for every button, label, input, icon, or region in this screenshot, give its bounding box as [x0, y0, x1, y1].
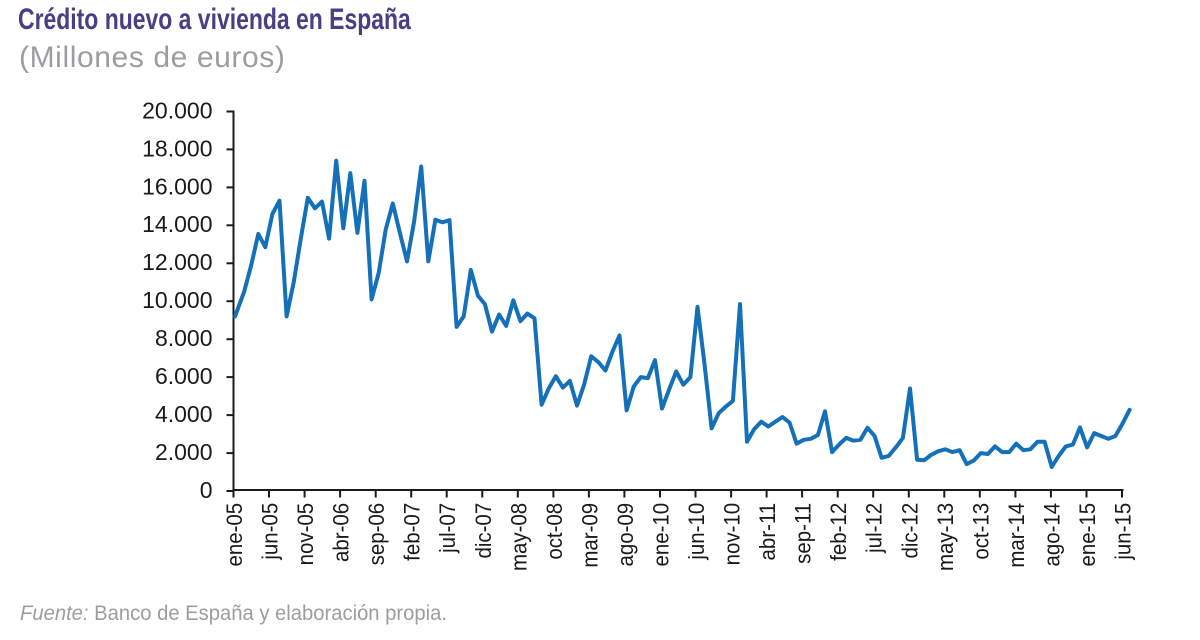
svg-text:jun-15: jun-15 — [1111, 503, 1136, 561]
svg-text:jul-07: jul-07 — [435, 503, 460, 554]
svg-text:sep-06: sep-06 — [364, 503, 389, 566]
svg-text:6.000: 6.000 — [155, 363, 213, 389]
svg-text:jun-05: jun-05 — [258, 503, 283, 561]
svg-text:20.000: 20.000 — [142, 97, 212, 123]
svg-text:16.000: 16.000 — [142, 173, 212, 199]
svg-text:8.000: 8.000 — [155, 325, 213, 351]
svg-text:4.000: 4.000 — [155, 401, 213, 427]
svg-text:dic-12: dic-12 — [897, 503, 922, 559]
svg-text:ago-09: ago-09 — [613, 503, 638, 567]
svg-text:12.000: 12.000 — [142, 249, 212, 275]
svg-text:mar-14: mar-14 — [1004, 503, 1029, 568]
svg-text:0: 0 — [200, 477, 213, 503]
svg-text:may-08: may-08 — [506, 503, 531, 571]
svg-text:mar-09: mar-09 — [578, 503, 603, 568]
svg-text:oct-13: oct-13 — [968, 503, 993, 560]
svg-text:feb-07: feb-07 — [400, 503, 425, 561]
svg-text:abr-06: abr-06 — [329, 503, 354, 562]
svg-text:nov-05: nov-05 — [293, 503, 318, 566]
svg-text:sep-11: sep-11 — [791, 503, 816, 564]
svg-text:oct-08: oct-08 — [542, 503, 567, 560]
svg-text:may-13: may-13 — [933, 503, 958, 571]
svg-text:14.000: 14.000 — [142, 211, 212, 237]
svg-text:ago-14: ago-14 — [1040, 503, 1065, 567]
svg-text:dic-07: dic-07 — [471, 503, 496, 559]
svg-text:ene-10: ene-10 — [649, 503, 674, 567]
svg-text:feb-12: feb-12 — [826, 503, 851, 561]
svg-text:ene-15: ene-15 — [1075, 503, 1100, 567]
svg-text:2.000: 2.000 — [155, 439, 213, 465]
svg-text:jul-12: jul-12 — [862, 503, 887, 554]
svg-text:abr-11: abr-11 — [755, 503, 780, 561]
svg-text:ene-05: ene-05 — [222, 503, 247, 567]
svg-text:18.000: 18.000 — [142, 135, 212, 161]
svg-text:nov-10: nov-10 — [720, 503, 745, 566]
svg-text:10.000: 10.000 — [142, 287, 212, 313]
svg-text:jun-10: jun-10 — [684, 503, 709, 561]
